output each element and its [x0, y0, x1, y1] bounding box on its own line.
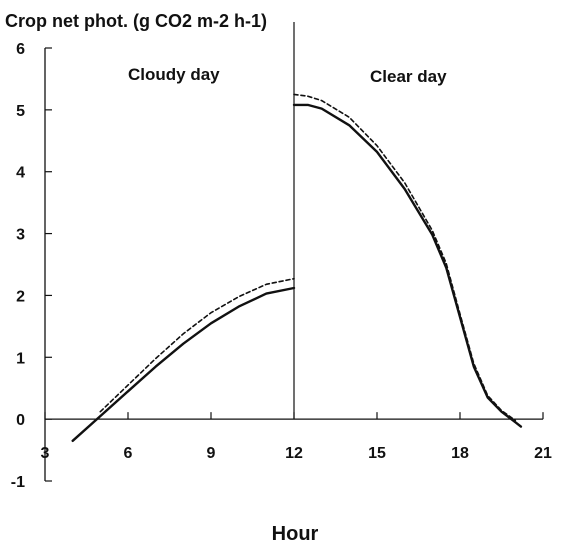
y-tick-label: 1	[16, 350, 25, 367]
x-tick-label: 21	[534, 445, 552, 462]
x-ticks: 3 6 9 12 15 18 21	[41, 412, 552, 462]
x-tick-label: 12	[285, 445, 303, 462]
y-tick-label: 2	[16, 288, 25, 305]
x-tick-label: 9	[207, 445, 216, 462]
annotation-cloudy-day: Cloudy day	[128, 65, 220, 84]
y-axis-label: Crop net phot. (g CO2 m-2 h-1)	[5, 11, 267, 31]
y-tick-label: 5	[16, 103, 25, 120]
x-tick-label: 15	[368, 445, 386, 462]
x-tick-label: 18	[451, 445, 469, 462]
annotation-clear-day: Clear day	[370, 67, 447, 86]
series-lines	[71, 93, 523, 442]
y-tick-label: 6	[16, 41, 25, 58]
y-tick-label: -1	[11, 474, 25, 491]
series-solid-segment-2	[292, 103, 523, 428]
y-tick-label: 3	[16, 227, 25, 244]
x-tick-label: 6	[124, 445, 133, 462]
series-solid-segment-1	[71, 286, 296, 442]
series-dashed-segment-2	[293, 93, 517, 422]
x-tick-label: 3	[41, 445, 50, 462]
y-tick-label: 0	[16, 412, 25, 429]
series-dashed-segment-1	[99, 277, 295, 413]
x-axis-label: Hour	[272, 523, 319, 545]
y-ticks: -1 0 1 2 3 4 5 6	[11, 41, 52, 491]
y-tick-label: 4	[16, 165, 25, 182]
